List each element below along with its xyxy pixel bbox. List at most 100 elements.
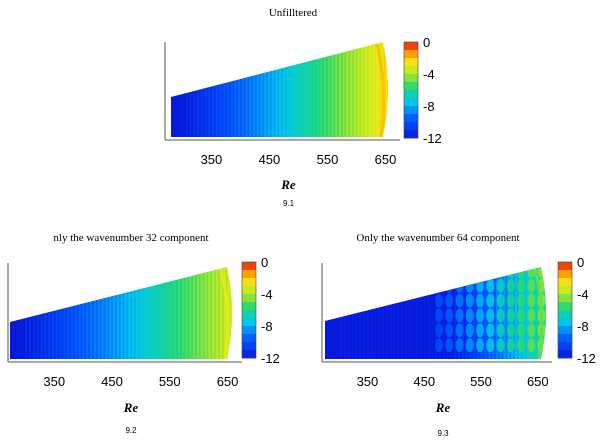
contour-band [251, 42, 254, 137]
contour-blob [435, 293, 443, 308]
contour-band [268, 42, 271, 137]
contour-band [299, 42, 303, 137]
x-tick-label: 450 [101, 374, 123, 389]
contour-band [50, 267, 53, 359]
contour-band [212, 42, 215, 137]
contour-band [238, 42, 241, 137]
contour-blob [476, 293, 485, 308]
contour-band [425, 267, 429, 359]
contour-band [143, 267, 147, 359]
contour-field [325, 267, 546, 359]
contour-band [357, 42, 361, 137]
contour-blob [527, 308, 536, 323]
contour-band [383, 42, 387, 137]
contour-band [236, 42, 239, 137]
contour-blob [435, 278, 443, 293]
contour-rim [533, 268, 544, 359]
contour-band [183, 267, 187, 359]
panel-caption: 9.3 [437, 429, 449, 438]
contour-band [314, 42, 318, 137]
contour-band [253, 42, 256, 137]
x-tick-label: 350 [357, 374, 379, 389]
x-tick-label: 650 [375, 152, 397, 167]
chart-title: Only the wavenumber 64 component [356, 232, 519, 244]
contour-band [46, 267, 49, 359]
contour-band [63, 267, 66, 359]
contour-band [114, 267, 118, 359]
contour-blob [517, 267, 526, 278]
contour-band [217, 42, 221, 137]
contour-band [421, 267, 425, 359]
contour-band [206, 267, 210, 359]
contour-band [361, 42, 364, 137]
contour-band [191, 267, 194, 359]
contour-blob [517, 323, 526, 338]
contour-band [283, 42, 286, 137]
contour-band [545, 267, 546, 359]
contour-band [237, 261, 240, 364]
contour-band [172, 267, 175, 359]
contour-band [290, 42, 293, 137]
contour-band [233, 261, 236, 364]
contour-band [124, 267, 128, 359]
contour-blob [527, 278, 536, 293]
contour-band [214, 267, 217, 359]
contour-band [494, 267, 497, 359]
contour-band [404, 267, 408, 359]
contour-band [399, 267, 402, 359]
contour-blob [527, 323, 536, 338]
contour-band [160, 267, 164, 359]
contour-band [44, 267, 47, 359]
contour-band [200, 267, 204, 359]
contour-band [86, 267, 89, 359]
contour-band [229, 267, 232, 359]
contour-band [255, 42, 258, 137]
contour-band [141, 267, 145, 359]
contour-band [65, 267, 68, 359]
chart-title: Unfilltered [269, 7, 318, 19]
colorbar-swatch [242, 302, 256, 311]
contour-blob [465, 323, 474, 338]
contour-band [132, 267, 135, 359]
contour-band [147, 267, 150, 359]
contour-band [243, 42, 247, 137]
colorbar-swatch [558, 350, 572, 359]
colorbar-tick-label: -8 [261, 319, 273, 334]
colorbar-swatch [404, 82, 418, 91]
contour-blob [445, 293, 454, 308]
contour-band [53, 267, 57, 359]
contour-band [212, 267, 215, 359]
contour-band [69, 267, 72, 359]
contour-band [380, 42, 383, 137]
contour-band [503, 267, 507, 359]
contour-band [134, 267, 137, 359]
contour-band [113, 267, 116, 359]
contour-band [294, 42, 297, 137]
contour-band [221, 42, 224, 137]
colorbar-swatch [558, 270, 572, 279]
contour-band [269, 42, 273, 137]
contour-band [416, 267, 419, 359]
contour-band [357, 267, 360, 359]
x-tick-label: 350 [43, 374, 65, 389]
contour-band [374, 42, 377, 137]
contour-band [170, 267, 173, 359]
contour-band [414, 267, 417, 359]
contour-band [364, 267, 368, 359]
colorbar-swatch [242, 278, 256, 287]
contour-band [189, 267, 192, 359]
contour-band [353, 42, 357, 137]
colorbar-tick-label: -12 [423, 131, 442, 146]
contour-blob [455, 323, 464, 338]
colorbar-swatch [242, 350, 256, 359]
contour-band [67, 267, 70, 359]
contour-blob [537, 267, 546, 278]
contour-band [216, 267, 219, 359]
contour-band [335, 42, 338, 137]
contour-band [264, 42, 267, 137]
contour-band [202, 267, 206, 359]
contour-band [204, 267, 208, 359]
contour-blob [435, 308, 443, 323]
contour-band [177, 267, 181, 359]
contour-band [372, 42, 376, 137]
